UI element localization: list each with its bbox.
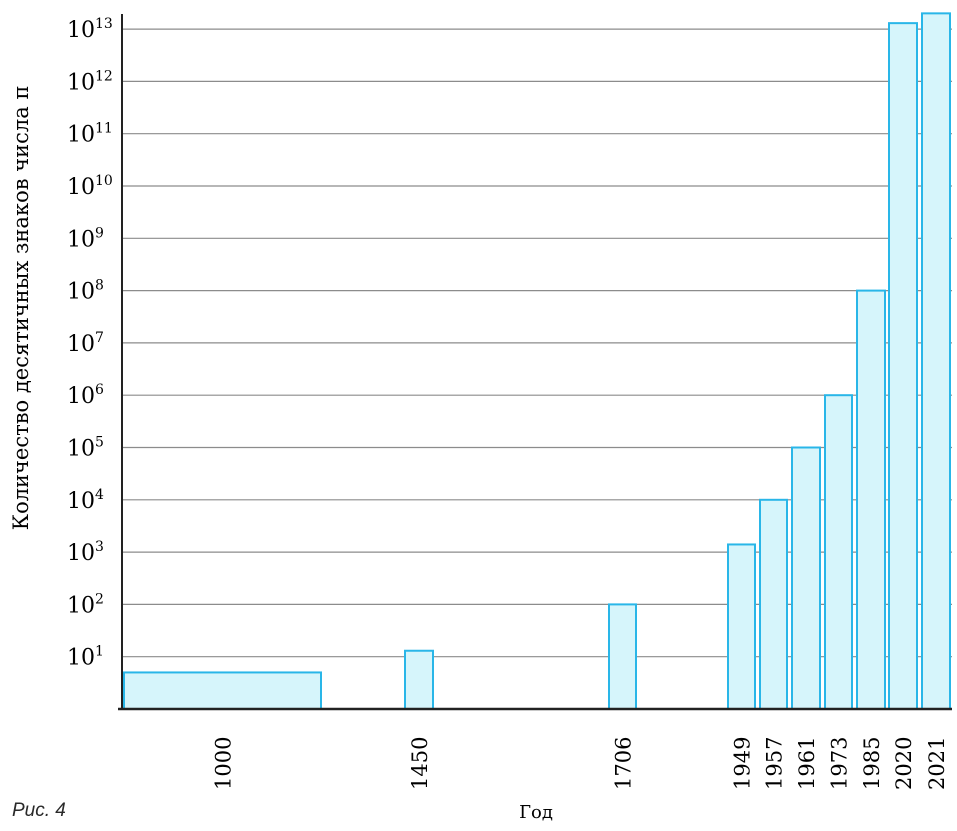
y-tick-exponent: 7 [95, 330, 104, 346]
y-tick-base: 10 [67, 541, 95, 566]
y-tick-base: 10 [67, 489, 95, 514]
y-tick-base: 10 [67, 280, 95, 305]
y-tick-label: 1011 [67, 121, 113, 148]
x-tick-label: 1973 [828, 737, 852, 790]
y-tick-exponent: 6 [95, 382, 104, 398]
y-tick-exponent: 10 [95, 173, 113, 189]
y-tick-exponent: 5 [95, 435, 104, 451]
bar-1949 [727, 543, 756, 711]
y-tick-label: 106 [67, 382, 104, 409]
y-axis-label: Количество десятичных знаков числа π [9, 86, 33, 531]
x-tick-label: 1000 [212, 737, 236, 790]
y-tick-label: 109 [67, 225, 104, 252]
x-tick-label: 2021 [925, 737, 949, 790]
x-axis-label: Год [519, 802, 553, 823]
y-tick-label: 1010 [67, 173, 113, 200]
y-tick-exponent: 13 [95, 16, 113, 32]
y-tick-base: 10 [67, 646, 95, 671]
y-tick-base: 10 [67, 18, 95, 43]
y-tick-base: 10 [67, 384, 95, 409]
y-tick-exponent: 12 [95, 68, 113, 84]
y-tick-base: 10 [67, 175, 95, 200]
y-tick-label: 103 [67, 539, 104, 566]
axes [118, 14, 952, 711]
x-tick-label: 2020 [892, 737, 916, 790]
y-tick-exponent: 4 [95, 487, 104, 503]
y-tick-label: 1012 [67, 68, 113, 95]
bar-2021 [921, 12, 951, 710]
bar-1973 [824, 394, 853, 710]
y-tick-base: 10 [67, 437, 95, 462]
y-tick-label: 105 [67, 435, 104, 462]
x-tick-labels: 1000 1450 1706 1949 1957 1961 1973 1985 2020 2021 [212, 737, 950, 790]
y-tick-exponent: 8 [95, 278, 104, 294]
y-tick-base: 10 [67, 123, 95, 148]
x-tick-label: 1961 [795, 737, 819, 790]
y-tick-base: 10 [67, 332, 95, 357]
y-tick-exponent: 3 [95, 539, 104, 555]
figure-caption: Рис. 4 [12, 800, 66, 821]
y-tick-exponent: 11 [95, 121, 113, 137]
y-tick-base: 10 [67, 70, 95, 95]
bar-1706 [608, 603, 637, 711]
y-tick-label: 101 [67, 644, 104, 671]
y-tick-label: 102 [67, 591, 104, 618]
y-tick-label: 108 [67, 278, 104, 305]
y-tick-base: 10 [67, 593, 95, 618]
y-tick-base: 10 [67, 227, 95, 252]
y-tick-label: 107 [67, 330, 104, 357]
x-tick-label: 1706 [612, 737, 636, 790]
bar-1450 [404, 649, 434, 711]
grid-lines [122, 28, 952, 658]
y-tick-label: 1013 [67, 16, 113, 43]
y-tick-labels: 1011021031041051061071081091010101110121… [67, 16, 113, 671]
bar-1961 [791, 446, 821, 710]
bar-1000 [123, 671, 322, 710]
y-tick-label: 104 [67, 487, 104, 514]
x-tick-label: 1985 [860, 737, 884, 790]
x-tick-label: 1949 [731, 737, 755, 790]
bar-1985 [856, 289, 886, 710]
bar-2020 [888, 22, 918, 711]
x-tick-label: 1450 [408, 737, 432, 790]
y-tick-exponent: 1 [95, 644, 104, 660]
bar-1957 [759, 498, 788, 710]
x-tick-label: 1957 [763, 737, 787, 790]
y-tick-exponent: 2 [95, 591, 104, 607]
y-tick-exponent: 9 [95, 225, 104, 241]
